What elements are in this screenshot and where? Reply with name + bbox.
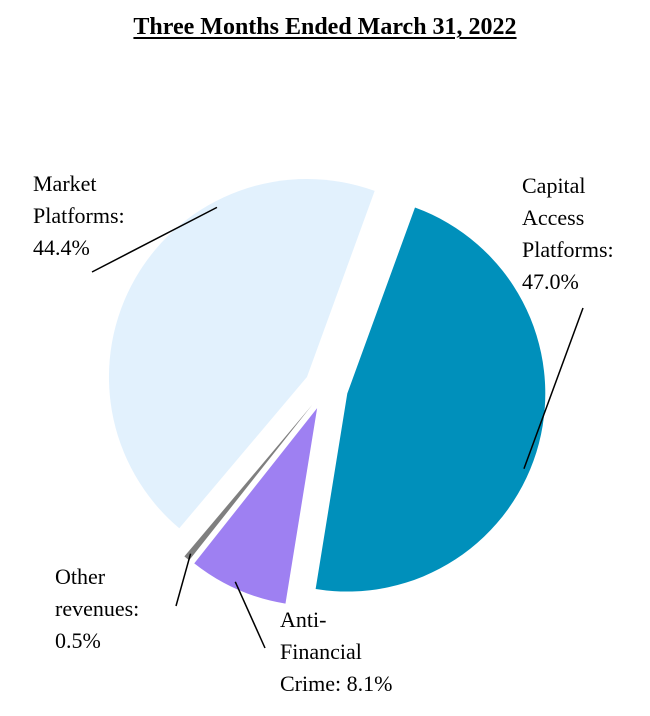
- pie-slice-capital: [315, 207, 546, 592]
- label-anti-financial-crime: Anti- Financial Crime: 8.1%: [280, 607, 393, 696]
- pie-slice-other: [184, 405, 313, 561]
- label-capital-access-platforms: Capital Access Platforms: 47.0%: [522, 173, 614, 294]
- leader-line-market: [91, 206, 218, 273]
- label-market-platforms: Market Platforms: 44.4%: [33, 171, 125, 260]
- leader-line-afc: [234, 581, 266, 649]
- leader-line-other: [175, 553, 192, 607]
- chart-title: Three Months Ended March 31, 2022: [133, 14, 517, 40]
- label-other-revenues: Other revenues: 0.5%: [55, 564, 140, 653]
- pie-slice-market: [108, 178, 375, 529]
- pie-slice-afc: [194, 408, 318, 604]
- leader-line-capital: [523, 307, 584, 470]
